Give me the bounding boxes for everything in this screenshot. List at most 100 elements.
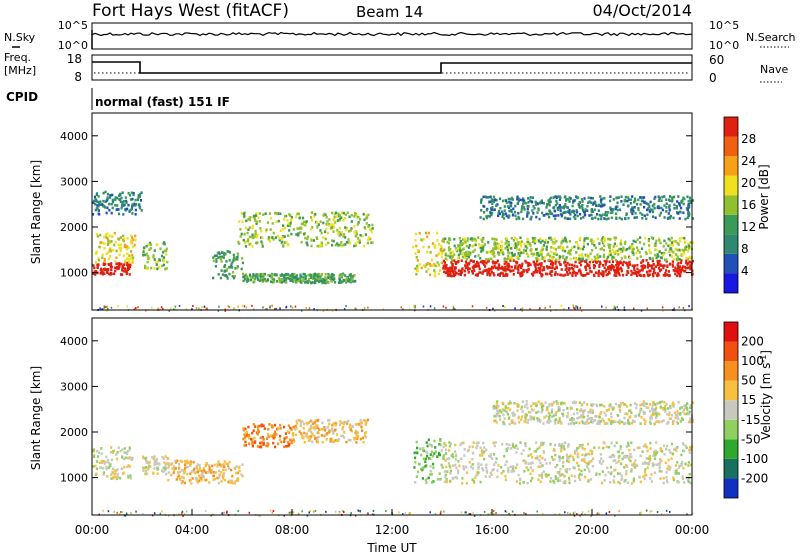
power-cell bbox=[594, 216, 597, 219]
power-cell bbox=[467, 268, 470, 271]
velocity-cell bbox=[347, 438, 350, 442]
velocity-cell bbox=[186, 472, 189, 476]
velocity-cell bbox=[534, 457, 537, 460]
velocity-cell bbox=[413, 466, 416, 469]
power-cell bbox=[588, 200, 591, 203]
velocity-cell bbox=[661, 400, 664, 403]
power-cell bbox=[336, 228, 339, 232]
velocity-cell bbox=[171, 467, 174, 470]
power-cell bbox=[526, 246, 529, 250]
freq-left-tick-bottom: 8 bbox=[74, 70, 82, 84]
power-cell bbox=[687, 199, 690, 203]
power-cell bbox=[513, 210, 517, 214]
power-cell bbox=[249, 216, 252, 219]
velocity-cell bbox=[599, 453, 603, 456]
power-cell bbox=[322, 278, 325, 282]
freq-unit-label: [MHz] bbox=[4, 64, 36, 77]
power-cell bbox=[612, 208, 615, 211]
power-cell bbox=[357, 222, 360, 226]
velocity-cell bbox=[581, 447, 584, 450]
power-cell bbox=[481, 259, 484, 263]
power-cell bbox=[427, 245, 430, 249]
power-cell bbox=[565, 264, 568, 267]
power-cell bbox=[338, 278, 341, 282]
velocity-cell bbox=[430, 473, 433, 476]
power-cell bbox=[633, 200, 636, 204]
velocity-cell bbox=[601, 470, 604, 473]
velocity-cell bbox=[666, 444, 669, 448]
power-cell bbox=[525, 261, 528, 264]
velocity-cell bbox=[678, 466, 681, 469]
velocity-cell bbox=[584, 513, 586, 516]
power-cell bbox=[486, 273, 489, 277]
velocity-cell bbox=[646, 449, 649, 453]
power-cell bbox=[266, 308, 268, 310]
power-colorbar-swatch bbox=[724, 117, 738, 137]
power-cell bbox=[500, 271, 503, 275]
power-cell bbox=[453, 244, 456, 248]
velocity-cell bbox=[425, 481, 428, 484]
power-cell bbox=[649, 208, 653, 211]
power-cell bbox=[648, 256, 651, 260]
power-cell bbox=[534, 248, 538, 251]
power-cell bbox=[212, 256, 215, 259]
power-cell bbox=[433, 270, 436, 274]
velocity-cell bbox=[483, 510, 486, 513]
power-cell bbox=[272, 277, 275, 281]
power-cell bbox=[494, 266, 497, 270]
power-cell bbox=[550, 255, 553, 259]
power-cell bbox=[616, 208, 619, 212]
velocity-cell bbox=[193, 468, 196, 471]
power-cell bbox=[324, 276, 327, 279]
velocity-cell bbox=[226, 511, 228, 514]
power-cell bbox=[414, 304, 416, 307]
velocity-cell bbox=[434, 513, 437, 515]
velocity-cell bbox=[130, 512, 132, 515]
power-cell bbox=[275, 220, 278, 223]
power-cell bbox=[447, 246, 451, 249]
power-cell bbox=[462, 247, 465, 251]
velocity-cell bbox=[610, 441, 613, 445]
velocity-cell bbox=[271, 426, 274, 429]
power-cell bbox=[422, 238, 425, 241]
power-cell bbox=[305, 307, 307, 309]
velocity-cell bbox=[495, 402, 498, 405]
power-cell bbox=[366, 241, 369, 245]
power-cell bbox=[553, 241, 556, 245]
power-cell bbox=[662, 273, 665, 277]
velocity-cell bbox=[553, 420, 556, 423]
power-cell bbox=[517, 271, 520, 274]
power-cell bbox=[603, 197, 606, 200]
velocity-cell bbox=[558, 455, 561, 458]
velocity-cell bbox=[600, 462, 603, 466]
power-cell bbox=[674, 248, 677, 251]
velocity-cell bbox=[341, 510, 344, 512]
velocity-cell bbox=[577, 464, 580, 467]
power-cell bbox=[556, 202, 559, 205]
power-cell bbox=[229, 265, 232, 269]
power-cell bbox=[102, 263, 105, 266]
velocity-cell bbox=[283, 514, 285, 517]
power-cell bbox=[363, 218, 366, 222]
power-cell bbox=[367, 238, 370, 242]
velocity-cell bbox=[606, 466, 609, 470]
power-cell bbox=[487, 259, 490, 263]
power-cell bbox=[649, 200, 652, 204]
power-cell bbox=[279, 278, 282, 281]
velocity-cell bbox=[610, 422, 613, 425]
velocity-cell bbox=[185, 510, 188, 513]
velocity-cell bbox=[665, 479, 668, 482]
power-cell bbox=[540, 199, 543, 202]
power-cell bbox=[320, 241, 323, 244]
power-cell bbox=[106, 308, 109, 310]
power-cell bbox=[613, 242, 616, 246]
power-cell bbox=[486, 214, 489, 218]
velocity-cell bbox=[292, 438, 295, 441]
velocity-cell bbox=[183, 467, 187, 470]
power-cell bbox=[568, 267, 571, 271]
power-cell bbox=[546, 253, 549, 257]
velocity-cell bbox=[644, 468, 647, 471]
velocity-cell bbox=[236, 471, 239, 475]
velocity-cell bbox=[494, 441, 497, 444]
velocity-cell bbox=[149, 465, 152, 468]
